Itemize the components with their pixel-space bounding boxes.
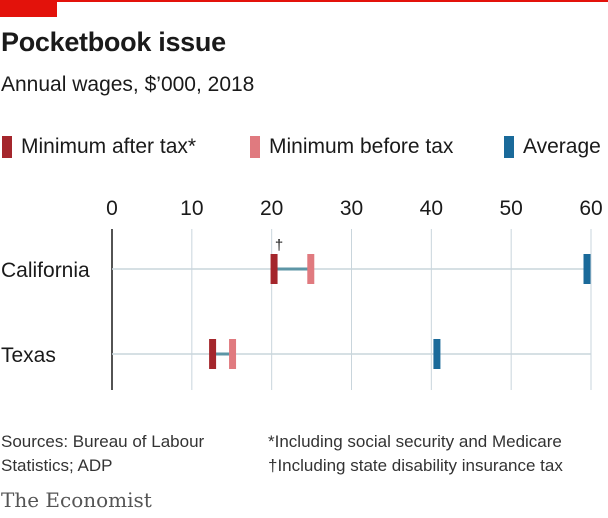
- legend-swatch-min-after-tax: [2, 136, 12, 158]
- annotation-dagger: †: [275, 237, 283, 254]
- source-line-2: Statistics; ADP: [1, 456, 113, 475]
- mark-texas-min-before-tax: [229, 339, 237, 369]
- legend-item-average: Average: [504, 134, 601, 160]
- legend-label-average: Average: [523, 135, 601, 158]
- x-tick-label-40: 40: [420, 197, 443, 220]
- source-note: Sources: Bureau of Labour Statistics; AD…: [1, 430, 204, 478]
- source-line-1: Sources: Bureau of Labour: [1, 432, 205, 451]
- x-tick-label-50: 50: [499, 197, 522, 220]
- economist-logo: The Economist: [1, 488, 152, 512]
- footnote-social-security: *Including social security and Medicare: [268, 432, 562, 451]
- x-tick-label-0: 0: [106, 197, 118, 220]
- footnote-disability-tax: †Including state disability insurance ta…: [268, 456, 563, 475]
- legend-label-min-after-tax: Minimum after tax*: [21, 135, 197, 158]
- mark-texas-average: [433, 339, 441, 369]
- legend-swatch-min-before-tax: [250, 136, 260, 158]
- chart-subtitle: Annual wages, $’000, 2018: [1, 73, 255, 96]
- mark-california-average: [583, 254, 591, 284]
- category-label-california: California: [1, 259, 90, 282]
- legend-item-min-after-tax: Minimum after tax*: [2, 134, 196, 160]
- footnotes: *Including social security and Medicare …: [268, 430, 563, 478]
- top-accent-rule: [0, 0, 608, 2]
- x-tick-label-60: 60: [579, 197, 602, 220]
- top-accent-tag: [0, 0, 57, 17]
- dot-range-chart: 0 10 20 30 40 50 60 California Texas †: [1, 197, 603, 390]
- chart-title: Pocketbook issue: [1, 27, 226, 57]
- legend-label-min-before-tax: Minimum before tax: [269, 135, 454, 158]
- legend-swatch-average: [504, 136, 514, 158]
- mark-california-min-after-tax: [270, 254, 278, 284]
- mark-texas-min-after-tax: [209, 339, 217, 369]
- mark-california-min-before-tax: [307, 254, 315, 284]
- x-tick-label-30: 30: [340, 197, 363, 220]
- category-label-texas: Texas: [1, 344, 56, 367]
- x-tick-label-10: 10: [180, 197, 203, 220]
- x-tick-label-20: 20: [260, 197, 283, 220]
- legend-item-min-before-tax: Minimum before tax: [250, 134, 453, 160]
